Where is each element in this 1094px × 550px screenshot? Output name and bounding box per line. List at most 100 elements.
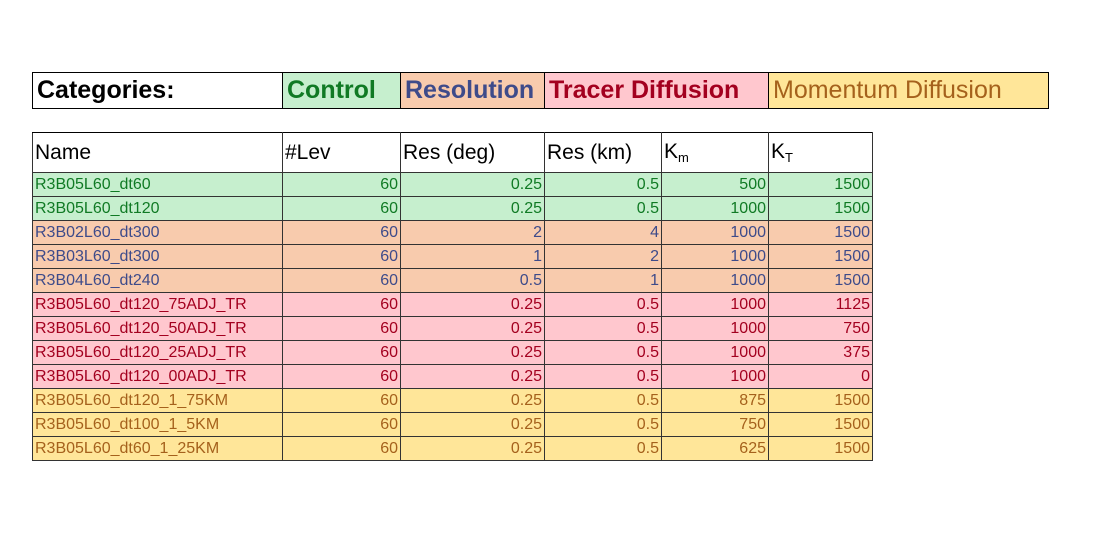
experiments-table: Name #Lev Res (deg) Res (km) Km KT R3B05…	[32, 132, 873, 461]
header-kt: KT	[768, 132, 873, 173]
cell-res-deg: 0.25	[400, 412, 545, 437]
cell-res-km: 0.5	[544, 292, 662, 317]
categories-label: Categories:	[32, 72, 283, 109]
cell-lev: 60	[282, 220, 401, 245]
table-header-row: Name #Lev Res (deg) Res (km) Km KT	[32, 132, 873, 173]
cell-res-km: 0.5	[544, 436, 662, 461]
cell-km: 1000	[661, 292, 769, 317]
cell-name: R3B05L60_dt120_00ADJ_TR	[32, 364, 283, 389]
table-row: R3B02L60_dt300 60 2 4 1000 1500	[32, 220, 873, 245]
cell-res-km: 0.5	[544, 196, 662, 221]
cell-name: R3B02L60_dt300	[32, 220, 283, 245]
cell-res-deg: 0.25	[400, 292, 545, 317]
category-momentum-diffusion: Momentum Diffusion	[768, 72, 1049, 109]
cell-res-deg: 0.25	[400, 316, 545, 341]
table-row: R3B05L60_dt100_1_5KM 60 0.25 0.5 750 1500	[32, 412, 873, 437]
header-res-km: Res (km)	[544, 132, 662, 173]
cell-km: 1000	[661, 196, 769, 221]
cell-kt: 1500	[768, 196, 873, 221]
cell-kt: 375	[768, 340, 873, 365]
table-row: R3B04L60_dt240 60 0.5 1 1000 1500	[32, 268, 873, 293]
cell-res-km: 0.5	[544, 412, 662, 437]
cell-lev: 60	[282, 316, 401, 341]
cell-lev: 60	[282, 364, 401, 389]
cell-res-km: 0.5	[544, 340, 662, 365]
cell-kt: 750	[768, 316, 873, 341]
cell-km: 1000	[661, 244, 769, 269]
cell-kt: 1500	[768, 172, 873, 197]
cell-km: 1000	[661, 268, 769, 293]
table-row: R3B05L60_dt60 60 0.25 0.5 500 1500	[32, 172, 873, 197]
cell-name: R3B03L60_dt300	[32, 244, 283, 269]
cell-lev: 60	[282, 340, 401, 365]
cell-name: R3B05L60_dt120_50ADJ_TR	[32, 316, 283, 341]
cell-lev: 60	[282, 436, 401, 461]
categories-legend: Categories: Control Resolution Tracer Di…	[32, 72, 1049, 109]
header-name: Name	[32, 132, 283, 173]
header-res-deg: Res (deg)	[400, 132, 545, 173]
table-row: R3B05L60_dt120_00ADJ_TR 60 0.25 0.5 1000 0	[32, 364, 873, 389]
cell-name: R3B04L60_dt240	[32, 268, 283, 293]
cell-res-km: 0.5	[544, 364, 662, 389]
cell-res-deg: 0.25	[400, 340, 545, 365]
cell-km: 1000	[661, 316, 769, 341]
header-kt-base: K	[771, 140, 786, 163]
cell-km: 1000	[661, 340, 769, 365]
cell-kt: 1500	[768, 244, 873, 269]
cell-km: 750	[661, 412, 769, 437]
table-row: R3B05L60_dt120 60 0.25 0.5 1000 1500	[32, 196, 873, 221]
category-tracer-diffusion: Tracer Diffusion	[544, 72, 769, 109]
cell-lev: 60	[282, 244, 401, 269]
header-kt-sub: T	[785, 150, 793, 165]
cell-res-km: 0.5	[544, 316, 662, 341]
cell-km: 500	[661, 172, 769, 197]
cell-kt: 1500	[768, 388, 873, 413]
cell-res-km: 0.5	[544, 388, 662, 413]
cell-name: R3B05L60_dt120	[32, 196, 283, 221]
cell-name: R3B05L60_dt120_1_75KM	[32, 388, 283, 413]
cell-res-deg: 0.25	[400, 436, 545, 461]
cell-name: R3B05L60_dt60	[32, 172, 283, 197]
cell-kt: 1500	[768, 436, 873, 461]
cell-res-km: 0.5	[544, 172, 662, 197]
cell-name: R3B05L60_dt120_75ADJ_TR	[32, 292, 283, 317]
header-km-base: K	[664, 140, 679, 163]
cell-res-km: 1	[544, 268, 662, 293]
cell-km: 1000	[661, 220, 769, 245]
table-row: R3B05L60_dt120_1_75KM 60 0.25 0.5 875 1500	[32, 388, 873, 413]
cell-kt: 1500	[768, 220, 873, 245]
table-row: R3B03L60_dt300 60 1 2 1000 1500	[32, 244, 873, 269]
cell-name: R3B05L60_dt120_25ADJ_TR	[32, 340, 283, 365]
header-km: Km	[661, 132, 769, 173]
cell-lev: 60	[282, 412, 401, 437]
cell-kt: 0	[768, 364, 873, 389]
cell-kt: 1125	[768, 292, 873, 317]
cell-res-deg: 0.25	[400, 196, 545, 221]
table-row: R3B05L60_dt120_75ADJ_TR 60 0.25 0.5 1000 1125	[32, 292, 873, 317]
cell-lev: 60	[282, 268, 401, 293]
header-km-sub: m	[678, 150, 689, 165]
cell-lev: 60	[282, 196, 401, 221]
table-row: R3B05L60_dt120_50ADJ_TR 60 0.25 0.5 1000 750	[32, 316, 873, 341]
cell-res-deg: 0.5	[400, 268, 545, 293]
cell-res-deg: 0.25	[400, 388, 545, 413]
table-row: R3B05L60_dt120_25ADJ_TR 60 0.25 0.5 1000 375	[32, 340, 873, 365]
cell-km: 625	[661, 436, 769, 461]
category-control: Control	[282, 72, 401, 109]
cell-res-deg: 0.25	[400, 364, 545, 389]
cell-res-km: 4	[544, 220, 662, 245]
cell-res-km: 2	[544, 244, 662, 269]
category-resolution: Resolution	[400, 72, 545, 109]
table-row: R3B05L60_dt60_1_25KM 60 0.25 0.5 625 1500	[32, 436, 873, 461]
cell-name: R3B05L60_dt60_1_25KM	[32, 436, 283, 461]
cell-lev: 60	[282, 292, 401, 317]
cell-km: 875	[661, 388, 769, 413]
cell-kt: 1500	[768, 412, 873, 437]
cell-lev: 60	[282, 388, 401, 413]
cell-res-deg: 0.25	[400, 172, 545, 197]
cell-kt: 1500	[768, 268, 873, 293]
cell-res-deg: 2	[400, 220, 545, 245]
header-lev: #Lev	[282, 132, 401, 173]
cell-name: R3B05L60_dt100_1_5KM	[32, 412, 283, 437]
cell-res-deg: 1	[400, 244, 545, 269]
